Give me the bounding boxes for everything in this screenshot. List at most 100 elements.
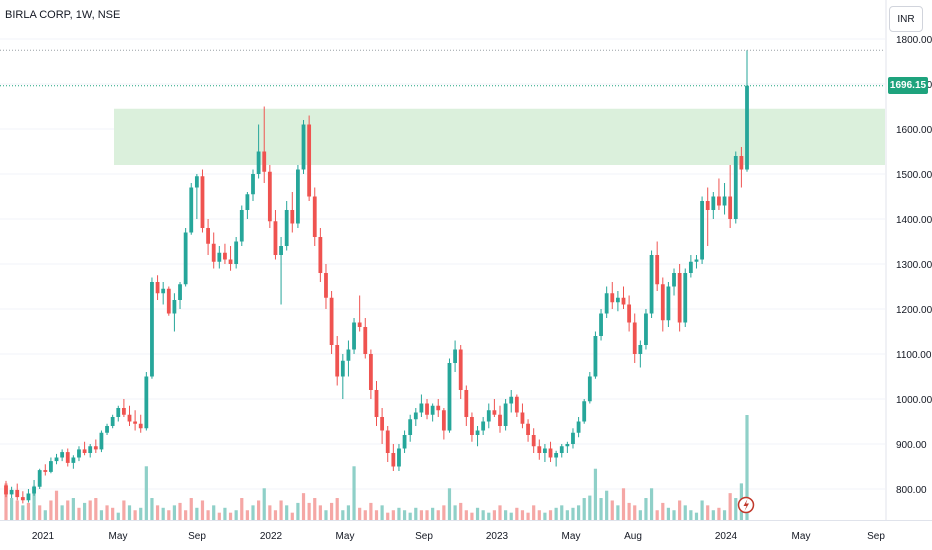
- volume-bar: [223, 507, 227, 520]
- volume-bar: [285, 505, 289, 520]
- volume-bar: [666, 507, 671, 520]
- volume-bar: [470, 512, 474, 520]
- candle-body: [464, 390, 469, 417]
- volume-bar: [43, 510, 47, 520]
- volume-bar: [167, 510, 171, 520]
- candle-body: [239, 210, 244, 242]
- candle-body: [245, 194, 250, 210]
- candle-body: [655, 255, 660, 285]
- currency-button[interactable]: INR: [889, 6, 923, 32]
- volume-bar: [397, 507, 401, 520]
- candle-body: [402, 435, 407, 449]
- volume-bar: [386, 512, 390, 520]
- candle-body: [352, 322, 356, 350]
- volume-bar: [139, 507, 143, 520]
- candle-body: [470, 417, 474, 435]
- volume-bar: [532, 505, 536, 520]
- candle-body: [509, 396, 514, 404]
- x-tick-label: May: [562, 531, 581, 542]
- candle-body: [121, 408, 126, 415]
- volume-bar: [10, 498, 14, 520]
- candle-body: [380, 417, 385, 431]
- volume-bar: [178, 502, 182, 520]
- volume-bar: [543, 512, 547, 520]
- candle-body: [15, 489, 20, 498]
- candle-body: [307, 124, 312, 197]
- volume-bar: [144, 466, 148, 520]
- candle-body: [256, 151, 261, 174]
- x-tick-label: 2023: [486, 531, 509, 542]
- candle-body: [408, 419, 413, 435]
- volume-bar: [722, 510, 727, 520]
- candle-body: [520, 412, 525, 424]
- candle-body: [481, 421, 486, 431]
- candle-body: [262, 151, 267, 172]
- candle-body: [548, 448, 553, 458]
- volume-bars: [4, 415, 749, 520]
- volume-bar: [279, 500, 283, 520]
- candle-body: [127, 414, 132, 422]
- candle-body: [660, 284, 665, 321]
- candle-body: [110, 417, 115, 426]
- volume-bar: [133, 510, 137, 520]
- candle-body: [144, 376, 149, 429]
- volume-bar: [318, 505, 322, 520]
- candle-body: [267, 171, 272, 222]
- last-price-badge: 1696.15: [888, 76, 928, 94]
- volume-bar: [678, 500, 682, 520]
- candle-body: [436, 405, 441, 411]
- volume-bar: [442, 505, 446, 520]
- candle-body: [99, 432, 104, 450]
- y-tick-label: 800.00: [896, 485, 927, 496]
- x-tick-label: May: [109, 531, 128, 542]
- candle-body: [368, 354, 373, 390]
- volume-bar: [273, 510, 278, 520]
- volume-bar: [526, 512, 530, 520]
- volume-bar: [363, 510, 367, 520]
- candle-body: [688, 261, 693, 273]
- candle-body: [413, 412, 418, 420]
- x-tick-label: May: [792, 531, 811, 542]
- volume-bar: [245, 510, 249, 520]
- volume-bar: [689, 510, 693, 520]
- y-tick-label: 900.00: [896, 440, 927, 451]
- volume-bar: [638, 510, 642, 520]
- candle-body: [677, 273, 682, 323]
- volume-bar: [195, 507, 199, 520]
- earnings-icon: [737, 496, 755, 514]
- candle-body: [425, 403, 429, 415]
- volume-bar: [571, 507, 575, 520]
- volume-bar: [616, 505, 620, 520]
- lightning-icon: [743, 499, 749, 511]
- volume-bar: [268, 505, 272, 520]
- candle-body: [514, 396, 519, 413]
- candle-body: [82, 449, 87, 453]
- candle-body: [71, 457, 76, 463]
- candle-body: [503, 403, 508, 426]
- candle-body: [672, 273, 676, 287]
- volume-bar: [94, 498, 98, 520]
- volume-bar: [324, 510, 328, 520]
- candle-body: [700, 201, 704, 260]
- candle-body: [644, 313, 648, 345]
- volume-bar: [391, 510, 395, 520]
- candle-body: [717, 196, 721, 206]
- volume-bar: [408, 512, 412, 520]
- candle-body: [93, 446, 98, 450]
- candle-body: [705, 201, 710, 210]
- volume-bar: [307, 502, 311, 520]
- candle-body: [296, 169, 300, 224]
- candle-body: [340, 360, 345, 377]
- candle-body: [273, 221, 278, 255]
- volume-bar: [26, 502, 31, 520]
- volume-bar: [313, 498, 317, 520]
- volume-bar: [217, 512, 221, 520]
- volume-bar: [717, 507, 721, 520]
- volume-bar: [683, 505, 687, 520]
- volume-bar: [504, 510, 508, 520]
- candle-body: [183, 232, 188, 285]
- volume-bar: [419, 510, 424, 520]
- candle-body: [531, 435, 536, 447]
- candle-body: [458, 349, 463, 390]
